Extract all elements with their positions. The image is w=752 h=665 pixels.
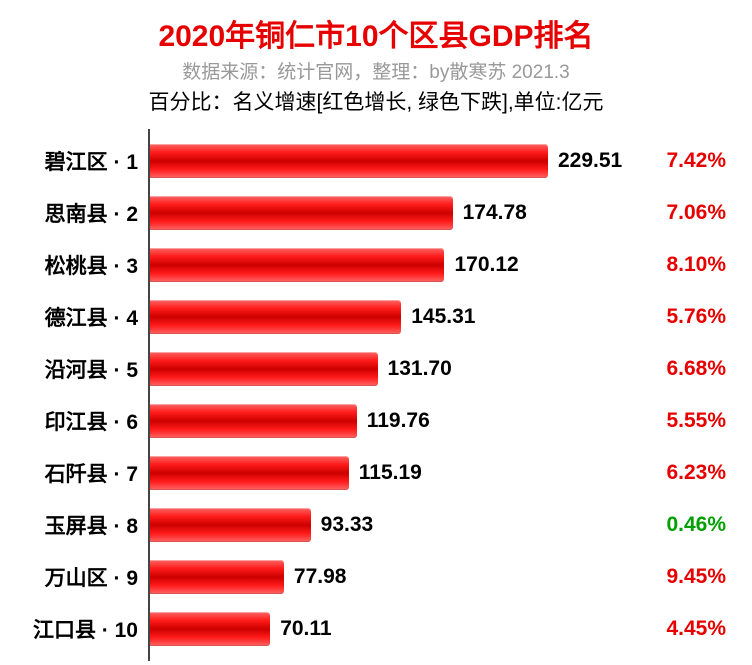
bar-value: 115.19 xyxy=(359,461,422,485)
bar-value: 131.70 xyxy=(388,357,452,381)
percent-change: 8.10% xyxy=(588,253,732,277)
bar-value: 70.11 xyxy=(280,617,331,641)
bar-area: 93.33 xyxy=(148,499,588,551)
bar-chart: 碧江区 · 1 229.517.42% 思南县 · 2 174.78 7.06% 松桃县 … xyxy=(20,135,732,655)
bar xyxy=(148,456,349,490)
row-label: 玉屏县 · 8 xyxy=(20,510,148,540)
axis-line xyxy=(148,597,150,661)
row-label: 思南县 · 2 xyxy=(20,198,148,228)
table-row: 沿河县 · 5 131.70 6.68% xyxy=(20,343,732,395)
row-label: 松桃县 · 3 xyxy=(20,250,148,280)
percent-change: 6.23% xyxy=(588,461,732,485)
bar-value: 93.33 xyxy=(321,513,374,537)
bar xyxy=(148,196,453,230)
bar-area: 115.19 xyxy=(148,447,588,499)
bar-area: 145.31 xyxy=(148,291,588,343)
percent-change: 6.68% xyxy=(588,357,732,381)
bar-value: 174.78 xyxy=(463,201,527,225)
percent-change: 5.76% xyxy=(588,305,732,329)
bar xyxy=(148,508,311,542)
bar-area: 70.11 xyxy=(148,603,588,655)
table-row: 碧江区 · 1 229.517.42% xyxy=(20,135,732,187)
bar-value: 119.76 xyxy=(367,409,430,433)
chart-subtitle: 数据来源：统计官网，整理：by散寒苏 2021.3 xyxy=(20,60,732,87)
table-row: 德江县 · 4 145.31 5.76% xyxy=(20,291,732,343)
chart-title: 2020年铜仁市10个区县GDP排名 xyxy=(20,18,732,56)
bar xyxy=(148,404,357,438)
bar xyxy=(148,144,548,178)
percent-change: 9.45% xyxy=(588,565,732,589)
table-row: 松桃县 · 3 170.12 8.10% xyxy=(20,239,732,291)
bar xyxy=(148,248,444,282)
table-row: 江口县 · 10 70.11 4.45% xyxy=(20,603,732,655)
percent-change: 7.42% xyxy=(622,149,732,173)
bar xyxy=(148,352,378,386)
chart-legend: 百分比：名义增速[红色增长, 绿色下跌],单位:亿元 xyxy=(20,88,732,117)
bar xyxy=(148,612,270,646)
percent-change: 0.46% xyxy=(588,513,732,537)
row-label: 碧江区 · 1 xyxy=(20,146,148,176)
row-label: 德江县 · 4 xyxy=(20,302,148,332)
table-row: 万山区 · 9 77.98 9.45% xyxy=(20,551,732,603)
bar-area: 229.51 xyxy=(148,135,622,187)
bar-value: 145.31 xyxy=(411,305,475,329)
row-label: 沿河县 · 5 xyxy=(20,354,148,384)
bar-value: 170.12 xyxy=(454,253,518,277)
bar xyxy=(148,560,284,594)
table-row: 印江县 · 6 119.76 5.55% xyxy=(20,395,732,447)
row-label: 万山区 · 9 xyxy=(20,562,148,592)
table-row: 思南县 · 2 174.78 7.06% xyxy=(20,187,732,239)
bar xyxy=(148,300,401,334)
row-label: 江口县 · 10 xyxy=(20,614,148,644)
bar-value: 77.98 xyxy=(294,565,347,589)
bar-area: 170.12 xyxy=(148,239,588,291)
bar-area: 77.98 xyxy=(148,551,588,603)
row-label: 石阡县 · 7 xyxy=(20,458,148,488)
percent-change: 7.06% xyxy=(588,201,732,225)
bar-value: 229.51 xyxy=(558,149,622,173)
percent-change: 5.55% xyxy=(588,409,732,433)
bar-area: 174.78 xyxy=(148,187,588,239)
row-label: 印江县 · 6 xyxy=(20,406,148,436)
table-row: 石阡县 · 7 115.19 6.23% xyxy=(20,447,732,499)
bar-area: 119.76 xyxy=(148,395,588,447)
table-row: 玉屏县 · 8 93.33 0.46% xyxy=(20,499,732,551)
bar-area: 131.70 xyxy=(148,343,588,395)
percent-change: 4.45% xyxy=(588,617,732,641)
